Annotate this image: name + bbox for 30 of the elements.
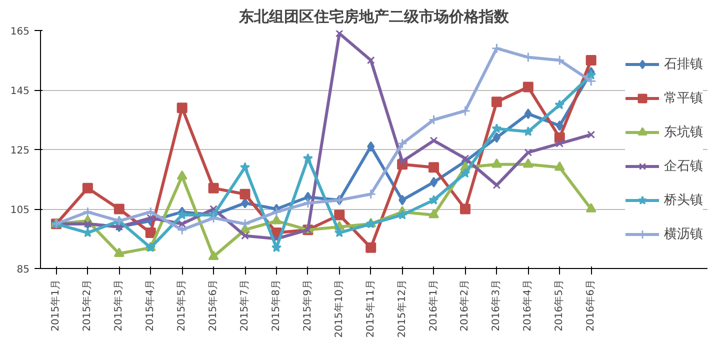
- x-tick-label: 2016年5月: [553, 280, 566, 332]
- x-tick-label: 2015年3月: [112, 280, 125, 332]
- legend-label: 桥头镇: [664, 192, 703, 209]
- legend-label: 横沥镇: [664, 226, 703, 243]
- x-tick-label: 2016年4月: [522, 280, 534, 332]
- y-tick-label: 105: [10, 205, 30, 216]
- y-tick-label: 165: [10, 26, 30, 38]
- legend-label: 常平镇: [664, 90, 703, 107]
- x-tick-label: 2015年10月: [332, 279, 345, 338]
- y-tick-label: 145: [10, 86, 30, 97]
- x-tick-label: 2015年2月: [81, 280, 94, 332]
- legend-label: 石排镇: [664, 56, 703, 73]
- x-tick-label: 2016年2月: [458, 280, 471, 332]
- x-tick-label: 2015年6月: [207, 280, 220, 332]
- x-tick-label: 2015年7月: [238, 280, 251, 332]
- legend-label: 企石镇: [664, 158, 703, 175]
- y-tick-label: 125: [10, 146, 30, 156]
- x-tick-label: 2016年1月: [427, 280, 440, 332]
- x-tick-label: 2016年3月: [490, 280, 502, 332]
- x-tick-label: 2015年4月: [144, 280, 156, 332]
- y-tick-label: 85: [16, 264, 30, 276]
- x-tick-label: 2015年8月: [270, 280, 282, 332]
- x-tick-label: 2015年9月: [301, 280, 314, 332]
- x-tick-label: 2016年6月: [584, 280, 597, 332]
- x-tick-label: 2015年1月: [50, 280, 62, 332]
- legend-label: 东坑镇: [664, 124, 703, 141]
- x-tick-label: 2015年11月: [364, 279, 376, 338]
- chart-title: 东北组团区住宅房地产二级市场价格指数: [238, 8, 510, 26]
- x-tick-label: 2015年5月: [176, 280, 188, 332]
- x-tick-label: 2015年12月: [396, 279, 408, 338]
